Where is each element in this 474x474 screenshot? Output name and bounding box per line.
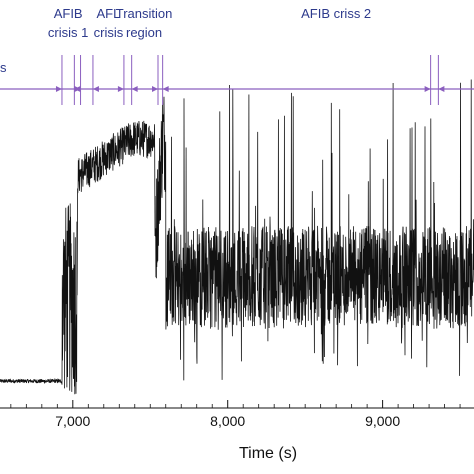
annotation-label: Transition	[116, 6, 173, 21]
segment-arrowhead	[438, 86, 445, 92]
x-axis: 7,000 8,000 9,000	[0, 400, 474, 429]
segment-markers	[0, 55, 474, 105]
x-tick-label: 7,000	[55, 413, 90, 429]
annotation-label: region	[126, 25, 162, 40]
signal-trace	[0, 79, 474, 395]
signal-line	[0, 79, 474, 395]
annotation-label: AFIB criss 2	[301, 6, 371, 21]
segment-arrowhead	[424, 86, 431, 92]
x-axis-title: Time (s)	[239, 445, 297, 462]
annotation-label: crisis 1	[48, 25, 88, 40]
x-tick-label: 8,000	[210, 413, 245, 429]
x-tick-label: 9,000	[365, 413, 400, 429]
annotation-label: AFL	[97, 6, 121, 21]
segment-arrowhead	[74, 86, 81, 92]
annotation-label: AFIB	[54, 6, 83, 21]
segment-arrowhead	[117, 86, 124, 92]
edge-label: s	[0, 60, 7, 75]
segment-arrowhead	[152, 86, 158, 92]
segment-arrowhead	[131, 86, 138, 92]
segment-arrowhead	[92, 86, 99, 92]
segment-arrowhead	[162, 86, 169, 92]
annotation-label: crisis	[94, 25, 124, 40]
annotations: AFIB crisis 1 AFL crisis Transition region AFI…	[48, 6, 371, 40]
segment-arrowhead	[55, 86, 62, 92]
